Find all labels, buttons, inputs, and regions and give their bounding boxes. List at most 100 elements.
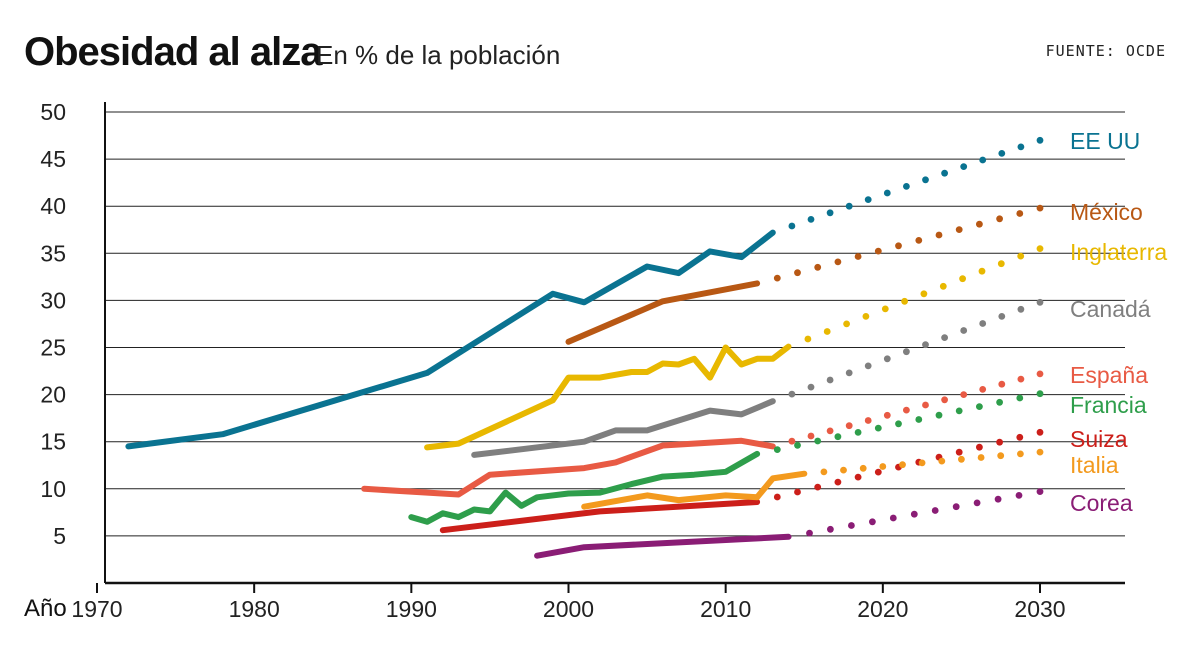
projection-dot-corea xyxy=(869,518,876,526)
projection-dot-corea xyxy=(910,510,918,518)
projection-dot-inglaterra xyxy=(862,313,870,320)
projection-dot-mxico xyxy=(794,269,801,277)
series-line-mxico xyxy=(565,280,761,345)
projection-dot-inglaterra xyxy=(978,267,986,275)
series-label-mxico: México xyxy=(1070,199,1143,225)
x-tick-label: 1990 xyxy=(386,596,437,622)
projection-dot-italia xyxy=(1017,450,1024,458)
projection-dot-corea xyxy=(827,525,834,533)
y-tick-label: 10 xyxy=(40,476,66,502)
projection-dot-italia xyxy=(820,468,828,476)
projection-dot-inglaterra xyxy=(959,275,966,283)
projection-dot-espaa xyxy=(883,411,891,419)
projection-dot-italia xyxy=(1036,448,1044,456)
projection-dot-eeuu xyxy=(941,169,948,177)
y-tick-label: 5 xyxy=(53,523,66,549)
projection-dot-inglaterra xyxy=(823,328,831,335)
projection-dot-suiza xyxy=(976,443,983,451)
projection-dot-francia xyxy=(895,420,902,428)
projection-dot-espaa xyxy=(845,422,853,430)
projection-dot-canad xyxy=(1036,298,1044,306)
projection-dot-espaa xyxy=(826,427,834,435)
projection-dot-eeuu xyxy=(807,216,815,223)
projection-dot-canad xyxy=(864,362,872,370)
projection-dot-mxico xyxy=(976,220,983,228)
projection-dot-canad xyxy=(998,313,1006,320)
projection-dot-corea xyxy=(931,507,939,514)
series-label-corea: Corea xyxy=(1070,490,1133,516)
x-tick-label: 1970 xyxy=(71,596,122,622)
series-line-francia xyxy=(408,450,761,525)
projection-dot-canad xyxy=(960,327,968,334)
projection-dot-corea xyxy=(994,495,1002,503)
projection-dot-canad xyxy=(883,355,891,363)
series-line-suiza xyxy=(439,499,761,534)
projection-dot-suiza xyxy=(996,438,1003,446)
projection-dot-mxico xyxy=(996,215,1003,223)
x-tick-label: 2010 xyxy=(700,596,751,622)
projection-dot-eeuu xyxy=(826,209,834,217)
series-label-francia: Francia xyxy=(1070,392,1147,418)
y-tick-label: 30 xyxy=(40,287,66,313)
projection-dot-francia xyxy=(955,407,963,415)
projection-dot-francia xyxy=(773,446,781,453)
projection-dot-italia xyxy=(899,461,906,469)
projection-dot-italia xyxy=(938,457,946,465)
projection-dot-inglaterra xyxy=(920,290,928,298)
projection-dot-corea xyxy=(973,499,981,507)
projection-dot-italia xyxy=(859,464,867,472)
projection-dot-francia xyxy=(794,441,801,449)
projection-dot-eeuu xyxy=(864,196,872,204)
projection-dot-francia xyxy=(834,433,842,441)
projection-dot-canad xyxy=(922,341,929,349)
projection-dot-francia xyxy=(976,403,983,410)
x-tick-label: 1980 xyxy=(229,596,280,622)
projection-dot-canad xyxy=(941,334,948,341)
projection-dot-espaa xyxy=(788,437,796,445)
projection-dot-canad xyxy=(903,348,910,356)
projection-dot-suiza xyxy=(1016,433,1024,441)
projection-dot-espaa xyxy=(941,396,948,404)
chart-title: Obesidad al alza xyxy=(24,30,322,74)
y-tick-label: 50 xyxy=(40,99,66,125)
projection-dot-italia xyxy=(879,463,887,470)
projection-dot-italia xyxy=(918,459,926,467)
y-tick-label: 45 xyxy=(40,146,66,172)
y-tick-label: 40 xyxy=(40,193,66,219)
x-tick-label: 2030 xyxy=(1014,596,1065,622)
series-label-italia: Italia xyxy=(1070,452,1119,478)
projection-dot-espaa xyxy=(1036,370,1044,378)
projection-dot-francia xyxy=(1016,394,1024,402)
projection-dot-francia xyxy=(814,437,822,445)
projection-dot-espaa xyxy=(807,432,815,440)
projection-dot-canad xyxy=(845,369,853,377)
projection-dot-francia xyxy=(935,411,943,419)
projection-dot-mxico xyxy=(935,231,943,239)
projection-dot-espaa xyxy=(979,386,987,393)
series-line-espaa xyxy=(361,437,776,498)
projection-dot-corea xyxy=(952,503,960,511)
projection-dot-suiza xyxy=(834,478,842,486)
projection-dot-francia xyxy=(1036,390,1044,398)
projection-dot-mxico xyxy=(1036,204,1044,212)
y-tick-label: 35 xyxy=(40,240,66,266)
projection-dot-mxico xyxy=(773,274,781,282)
series-label-inglaterra: Inglaterra xyxy=(1070,239,1167,265)
projection-dot-mxico xyxy=(814,263,822,271)
projection-dot-italia xyxy=(977,454,985,461)
projection-dot-corea xyxy=(848,522,855,529)
projection-dot-suiza xyxy=(794,488,801,496)
projection-dot-eeuu xyxy=(979,156,987,164)
source-note: FUENTE: OCDE xyxy=(1045,42,1166,60)
projection-dot-inglaterra xyxy=(939,282,947,290)
projection-dot-inglaterra xyxy=(901,297,908,305)
projection-dot-inglaterra xyxy=(881,305,889,313)
projection-dot-mxico xyxy=(915,237,923,244)
projection-dot-suiza xyxy=(773,493,781,501)
series-line-eeuu xyxy=(125,229,776,450)
projection-dot-italia xyxy=(958,455,965,463)
projection-dot-espaa xyxy=(1017,375,1025,383)
series-line-inglaterra xyxy=(424,343,792,451)
projection-dot-mxico xyxy=(834,258,842,266)
projection-dot-canad xyxy=(788,390,796,398)
